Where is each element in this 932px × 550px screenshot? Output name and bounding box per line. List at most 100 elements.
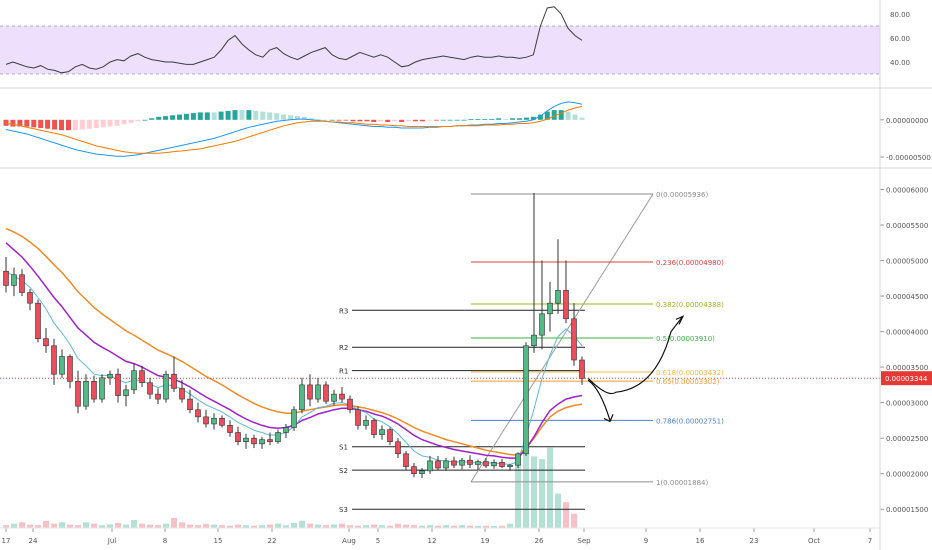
- volume-bar: [115, 522, 121, 528]
- candle-body: [579, 359, 585, 379]
- projection-drawings[interactable]: [587, 315, 685, 423]
- macd-hist-bar: [322, 119, 328, 121]
- volume-bar: [123, 524, 129, 528]
- macd-hist-bar: [489, 119, 495, 120]
- macd-hist-bar: [482, 119, 488, 120]
- candle-body: [275, 432, 281, 443]
- macd-hist-bar: [503, 119, 509, 120]
- time-tick-label: 5: [376, 537, 380, 545]
- macd-hist-bar: [496, 118, 502, 120]
- candle-body: [339, 393, 345, 400]
- candle-body: [179, 388, 185, 400]
- macd-hist-bar: [93, 119, 99, 128]
- rsi-tick-label: 80.00: [890, 11, 910, 19]
- volume-bar: [163, 523, 169, 528]
- candle-body: [99, 377, 105, 400]
- volume-bar: [435, 525, 441, 528]
- volume-bar: [307, 523, 313, 528]
- candle-body: [363, 420, 369, 426]
- candle-body: [331, 393, 337, 402]
- macd-hist-bar: [433, 119, 439, 121]
- time-tick-label: Aug: [342, 537, 356, 545]
- time-tick-label: Oct: [808, 537, 820, 545]
- macd-hist-bar: [475, 119, 481, 120]
- price-pane[interactable]: R3 R2 R1 S1 S2 S3 0(0.00005936) 0.236(0.000049…: [0, 186, 932, 528]
- macd-hist-bar: [461, 119, 467, 121]
- volume-bar: [475, 525, 481, 528]
- macd-hist-bar: [551, 110, 557, 120]
- macd-hist-bar: [336, 119, 342, 121]
- rsi-pane[interactable]: 80.00 60.00 40.00: [0, 6, 910, 75]
- volume-bar: [331, 524, 337, 528]
- volume-bar: [107, 524, 113, 528]
- candle-body: [195, 409, 201, 418]
- candle-body: [91, 381, 97, 400]
- price-tick-label: 0.00003500: [886, 364, 928, 372]
- candle-body: [435, 460, 441, 469]
- time-tick-label: 7: [868, 537, 872, 545]
- volume-bar: [563, 502, 569, 528]
- macd-hist-bar: [45, 119, 51, 129]
- macd-line: [5, 101, 583, 157]
- macd-hist-bar: [66, 119, 71, 131]
- macd-hist-bar: [38, 119, 44, 128]
- macd-hist-bar: [190, 113, 196, 120]
- volume-bar: [275, 523, 281, 528]
- macd-hist-bar: [107, 119, 113, 127]
- macd-hist-bar: [510, 118, 516, 120]
- time-axis: 17 24 Jul 8 15 22 Aug 5 12 19 26 Sep 9 16 23 Oct 7: [2, 528, 872, 545]
- volume-bar: [403, 524, 409, 528]
- rsi-line: [5, 6, 583, 74]
- volume-bar: [491, 525, 497, 528]
- volume-bar: [387, 525, 393, 528]
- candle-body: [243, 437, 249, 443]
- macd-hist-bar: [59, 119, 64, 131]
- macd-hist-bar: [149, 118, 155, 120]
- time-tick-label: 8: [163, 537, 167, 545]
- macd-pane[interactable]: 0.00000000 -0.00000500: [3, 101, 931, 162]
- candle-body: [547, 302, 553, 315]
- bearish-projection-arrow[interactable]: [587, 379, 611, 421]
- macd-hist-bar: [517, 118, 522, 120]
- candle-body: [211, 417, 217, 425]
- volume-bar: [283, 525, 289, 528]
- candle-body: [475, 461, 481, 465]
- candle-body: [451, 460, 457, 466]
- macd-hist-bar: [530, 116, 536, 120]
- macd-hist-bar: [142, 119, 148, 121]
- macd-hist-bar: [135, 119, 141, 122]
- macd-hist-bar: [447, 119, 453, 121]
- macd-hist-bar: [454, 119, 460, 121]
- volume-bar: [451, 525, 457, 528]
- volume-bar: [467, 525, 473, 528]
- volume-bar: [571, 513, 577, 528]
- macd-hist-bar: [565, 111, 571, 120]
- candle-body: [515, 453, 521, 466]
- candle-body: [11, 274, 17, 286]
- price-tick-label: 0.00005000: [886, 258, 928, 266]
- candle-body: [163, 373, 169, 400]
- candle-body: [51, 345, 57, 375]
- macd-hist-bar: [579, 117, 585, 120]
- macd-hist-bar: [52, 119, 58, 130]
- macd-hist-bar: [357, 119, 363, 122]
- macd-hist-bar: [218, 111, 224, 120]
- macd-hist-bar: [211, 112, 217, 120]
- volume-bar: [371, 524, 377, 528]
- macd-hist-bar: [267, 112, 273, 120]
- price-tick-label: 0.00002000: [886, 471, 928, 479]
- candle-body: [395, 441, 401, 455]
- pivot-levels: R3 R2 R1 S1 S2 S3: [339, 307, 585, 514]
- candle-body: [3, 270, 9, 286]
- bullish-projection-arrow[interactable]: [587, 317, 683, 395]
- macd-hist-bar: [399, 119, 405, 122]
- fibonacci-retracement[interactable]: 0(0.00005936) 0.236(0.00004980) 0.382(0.00…: [470, 191, 724, 487]
- time-tick-label: 22: [268, 537, 277, 545]
- candle-body: [139, 370, 145, 384]
- candle-body: [355, 409, 361, 426]
- volume-bar: [291, 522, 297, 528]
- volume-bar: [251, 525, 257, 528]
- candle-body: [563, 290, 569, 320]
